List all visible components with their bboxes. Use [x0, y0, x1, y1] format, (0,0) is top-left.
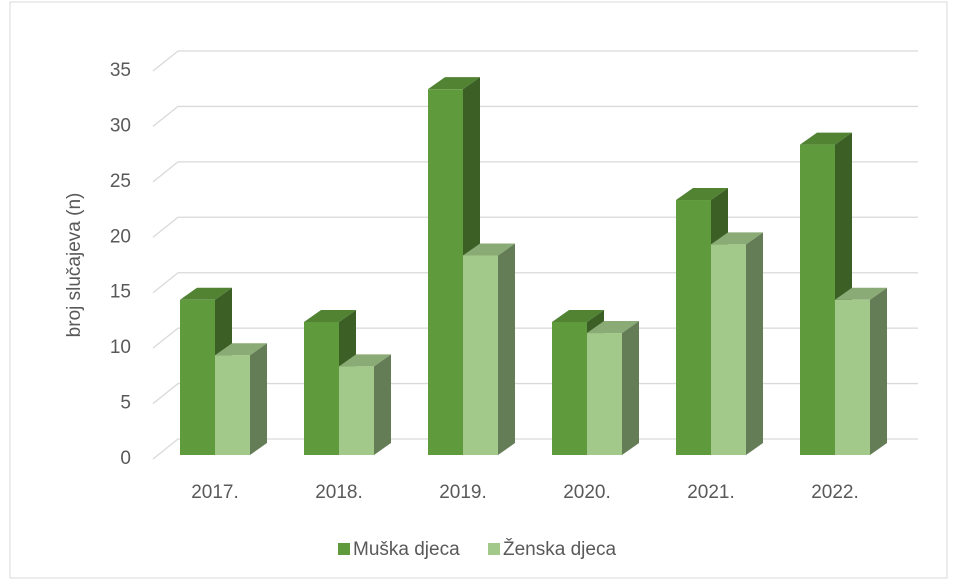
grid-line [152, 161, 918, 183]
grid-line [152, 272, 918, 294]
y-tick-label: 0 [120, 448, 131, 469]
grid-line [152, 105, 918, 127]
legend-swatch [488, 543, 500, 555]
bar [304, 321, 339, 455]
bar-side [374, 354, 391, 455]
y-tick-label: 10 [110, 337, 131, 358]
bar-top [676, 188, 728, 201]
x-tick-label: 2017. [191, 482, 239, 503]
bar-side [870, 287, 887, 455]
bar [463, 255, 498, 455]
bar-top [428, 77, 480, 90]
y-tick-label: 15 [110, 282, 131, 303]
x-tick-label: 2019. [439, 482, 487, 503]
bar-top [463, 243, 515, 256]
bar-top [800, 132, 852, 145]
bar-top [304, 309, 356, 322]
y-tick-label: 30 [110, 115, 131, 136]
bar-side [622, 321, 639, 455]
grid-line [152, 382, 918, 405]
x-tick-label: 2020. [563, 482, 611, 503]
bar-top [711, 232, 763, 245]
bar-top [339, 354, 391, 367]
x-tick-label: 2018. [315, 482, 363, 503]
x-tick-label: 2022. [811, 482, 859, 503]
bar-side [746, 232, 763, 455]
y-tick-label: 35 [110, 60, 131, 81]
bar-top [215, 343, 267, 356]
bar [800, 144, 835, 455]
bar [676, 200, 711, 455]
bar-top [587, 321, 639, 334]
bar-top [180, 287, 232, 300]
bar [587, 333, 622, 455]
bar [552, 321, 587, 455]
grid-line [152, 50, 918, 72]
bar-top [552, 309, 604, 322]
bar [215, 355, 250, 455]
legend-label: Muška djeca [353, 539, 460, 560]
bar [339, 366, 374, 455]
bar [428, 89, 463, 456]
y-tick-label: 20 [110, 226, 131, 247]
bar [180, 299, 215, 455]
x-tick-label: 2021. [687, 482, 735, 503]
legend-label: Ženska djeca [503, 538, 616, 560]
grid-line [152, 438, 918, 460]
y-tick-label: 25 [110, 171, 131, 192]
grid-line [152, 216, 918, 238]
bar-side [498, 243, 515, 455]
bar-top [835, 287, 887, 300]
bar [835, 299, 870, 455]
grid-line [152, 327, 918, 349]
bar [711, 244, 746, 455]
y-axis-label: broj slučajeva (n) [64, 193, 85, 338]
legend-swatch [338, 543, 350, 555]
y-tick-label: 5 [120, 393, 131, 414]
bar-side [250, 343, 267, 455]
